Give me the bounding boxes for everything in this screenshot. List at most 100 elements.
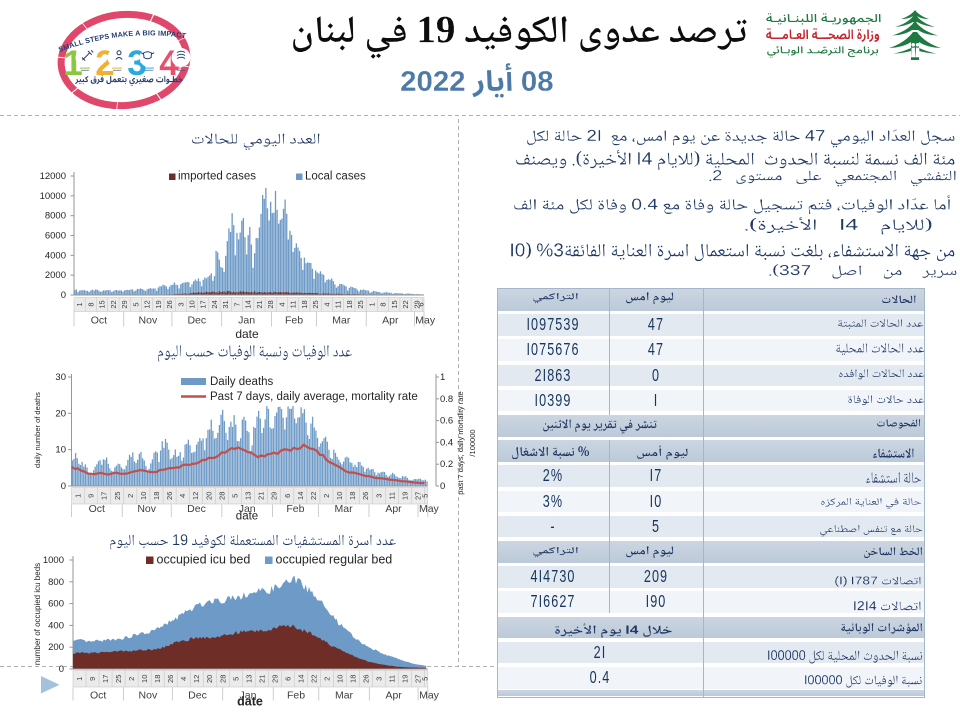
svg-text:Mar: Mar <box>332 315 351 327</box>
svg-text:9: 9 <box>88 677 97 681</box>
svg-text:18: 18 <box>349 675 358 683</box>
svg-text:19: 19 <box>400 492 409 500</box>
svg-text:Feb: Feb <box>287 690 305 702</box>
svg-text:6: 6 <box>283 677 292 681</box>
svg-text:4: 4 <box>179 677 188 681</box>
svg-text:8000: 8000 <box>45 211 66 222</box>
svg-text:/100000: /100000 <box>468 429 477 456</box>
svg-text:3: 3 <box>176 302 185 306</box>
svg-text:Dec: Dec <box>187 503 206 515</box>
svg-text:28: 28 <box>217 492 226 500</box>
svg-text:Oct: Oct <box>89 503 105 515</box>
svg-text:11: 11 <box>289 301 298 309</box>
svg-text:18: 18 <box>348 492 357 500</box>
svg-text:14: 14 <box>296 675 305 683</box>
svg-text:31: 31 <box>221 300 230 308</box>
svg-text:Nov: Nov <box>139 690 158 702</box>
svg-text:11: 11 <box>387 492 396 500</box>
svg-text:25: 25 <box>113 492 122 500</box>
svg-text:1: 1 <box>367 302 376 306</box>
svg-text:17: 17 <box>199 300 208 308</box>
svg-text:9: 9 <box>87 494 96 498</box>
svg-text:1: 1 <box>440 372 445 383</box>
svg-text:12: 12 <box>191 492 200 500</box>
svg-text:25: 25 <box>311 300 320 308</box>
svg-text:May: May <box>415 315 436 327</box>
svg-text:15: 15 <box>98 300 107 308</box>
svg-text:26: 26 <box>362 675 371 683</box>
svg-text:20: 20 <box>204 492 213 500</box>
svg-text:2: 2 <box>322 494 331 498</box>
svg-text:4: 4 <box>322 302 331 306</box>
svg-text:Feb: Feb <box>285 315 303 327</box>
svg-text:27: 27 <box>414 492 423 500</box>
svg-text:1000: 1000 <box>43 555 64 566</box>
svg-text:Dec: Dec <box>188 690 207 702</box>
svg-text:21: 21 <box>257 675 266 683</box>
svg-text:18: 18 <box>300 300 309 308</box>
svg-text:10000: 10000 <box>40 191 66 202</box>
svg-text:10: 10 <box>336 675 345 683</box>
svg-text:13: 13 <box>244 492 253 500</box>
svg-text:2: 2 <box>126 494 135 498</box>
svg-text:0: 0 <box>61 290 66 301</box>
svg-text:8: 8 <box>86 302 95 306</box>
svg-text:2: 2 <box>322 677 331 681</box>
svg-text:29: 29 <box>270 675 279 683</box>
svg-text:22: 22 <box>109 300 118 308</box>
svg-text:10: 10 <box>188 300 197 308</box>
svg-text:19: 19 <box>401 675 410 683</box>
svg-text:26: 26 <box>165 492 174 500</box>
svg-text:Local cases: Local cases <box>305 171 366 183</box>
svg-text:14: 14 <box>244 300 253 308</box>
svg-text:5: 5 <box>231 677 240 681</box>
svg-text:0.6: 0.6 <box>440 416 453 427</box>
svg-text:0.8: 0.8 <box>440 394 453 405</box>
svg-text:22: 22 <box>309 675 318 683</box>
svg-text:26: 26 <box>166 675 175 683</box>
svg-text:21: 21 <box>255 300 264 308</box>
svg-text:200: 200 <box>48 642 64 653</box>
svg-text:imported cases: imported cases <box>178 171 256 183</box>
svg-text:20: 20 <box>55 408 66 419</box>
svg-text:11: 11 <box>388 675 397 683</box>
svg-text:17: 17 <box>101 675 110 683</box>
svg-text:19: 19 <box>154 300 163 308</box>
svg-text:daily number of deaths: daily number of deaths <box>33 392 42 468</box>
svg-text:3: 3 <box>374 494 383 498</box>
svg-text:4000: 4000 <box>45 250 66 261</box>
svg-text:Jan: Jan <box>239 503 256 515</box>
svg-text:Feb: Feb <box>286 503 304 515</box>
svg-text:Daily deaths: Daily deaths <box>210 376 274 388</box>
svg-text:25: 25 <box>114 675 123 683</box>
svg-text:12: 12 <box>192 675 201 683</box>
svg-text:2000: 2000 <box>45 270 66 281</box>
svg-text:5: 5 <box>231 494 240 498</box>
svg-text:29: 29 <box>120 300 129 308</box>
svg-text:date: date <box>236 511 258 523</box>
svg-text:1: 1 <box>74 494 83 498</box>
svg-text:Apr: Apr <box>382 315 399 327</box>
svg-text:10: 10 <box>335 492 344 500</box>
svg-text:Apr: Apr <box>385 503 402 515</box>
svg-text:date: date <box>237 695 263 709</box>
svg-text:0: 0 <box>61 481 66 492</box>
svg-text:18: 18 <box>152 492 161 500</box>
svg-text:7: 7 <box>233 302 242 306</box>
svg-text:18: 18 <box>153 675 162 683</box>
svg-text:Jan: Jan <box>240 690 257 702</box>
svg-text:Mar: Mar <box>335 690 354 702</box>
svg-text:29: 29 <box>412 300 421 308</box>
svg-text:6000: 6000 <box>45 231 66 242</box>
svg-text:5: 5 <box>131 302 140 306</box>
svg-text:occupied icu bed: occupied icu bed <box>157 553 251 567</box>
svg-text:29: 29 <box>270 492 279 500</box>
svg-text:Dec: Dec <box>187 315 206 327</box>
svg-text:4: 4 <box>277 302 286 306</box>
svg-text:14: 14 <box>296 492 305 500</box>
svg-text:Oct: Oct <box>90 690 106 702</box>
svg-text:10: 10 <box>140 675 149 683</box>
svg-text:4: 4 <box>178 494 187 498</box>
svg-text:26: 26 <box>361 492 370 500</box>
svg-text:2: 2 <box>127 677 136 681</box>
